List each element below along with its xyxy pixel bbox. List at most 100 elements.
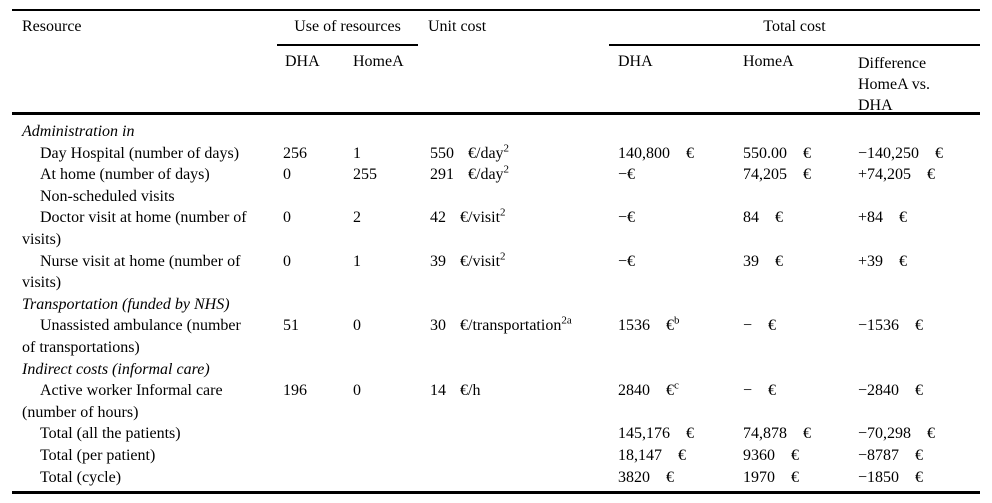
- use-homea-cell: 0: [353, 382, 361, 400]
- euro-symbol: €: [686, 144, 694, 162]
- section-label: Transportation (funded by NHS): [22, 295, 230, 313]
- resource-label: Non-scheduled visits: [40, 187, 175, 205]
- total-dha-cell: 145,176 €: [618, 423, 743, 445]
- total-homea-cell-value: 9360: [743, 446, 775, 464]
- euro-symbol: €: [768, 317, 777, 335]
- total-homea-cell-value: 39: [743, 252, 759, 270]
- total-dha-cell: −€: [618, 164, 743, 186]
- difference-cell-value: −8787: [858, 446, 900, 464]
- resource-label: Unassisted ambulance (number of transpor…: [22, 317, 241, 356]
- footnote-marker: 2: [503, 142, 510, 155]
- rule-table-bottom: [12, 491, 980, 494]
- unit-cost-value: 291: [430, 166, 454, 184]
- resource-label: Total (cycle): [40, 468, 122, 486]
- total-dha-cell-value: 1536: [618, 317, 650, 335]
- use-homea-cell: 1: [353, 144, 361, 162]
- total-dha-cell-value: −€: [618, 166, 636, 184]
- column-header-unit-cost: Unit cost: [428, 18, 487, 35]
- resource-label: Day Hospital (number of days): [40, 144, 240, 162]
- total-dha-cell: 2840 €c: [618, 380, 743, 402]
- total-dha-cell-value: 2840: [618, 382, 650, 400]
- euro-symbol: €: [915, 446, 924, 464]
- difference-cell-value: −1536: [858, 317, 900, 335]
- table-row: Day Hospital (number of days) 256 1 550 €/da…: [22, 143, 980, 165]
- euro-symbol: €: [803, 144, 811, 162]
- difference-cell: −140,250 €: [858, 143, 980, 165]
- total-dha-cell: 3820 €: [618, 467, 743, 489]
- unit-cost-cell: 291 €/day2: [430, 164, 618, 186]
- euro-symbol: €: [915, 317, 924, 335]
- resource-label: Active worker Informal care (number of h…: [22, 382, 223, 421]
- euro-symbol: €: [791, 446, 799, 464]
- total-dha-cell-value: 140,800: [618, 144, 670, 162]
- total-dha-cell: 18,147 €: [618, 445, 743, 467]
- total-homea-cell-value: 84: [743, 209, 759, 227]
- total-homea-cell: − €: [743, 315, 858, 337]
- unit-cost-cell: 42 €/visit2: [430, 207, 618, 229]
- euro-symbol: €: [899, 209, 908, 227]
- total-dha-cell-value: 3820: [618, 468, 650, 486]
- footnote-marker: 2: [500, 207, 506, 220]
- rule-under-use-of-resources: [277, 44, 418, 46]
- table-row: Doctor visit at home (number of visits) 0…: [22, 207, 980, 250]
- difference-cell-value: −2840: [858, 382, 900, 400]
- total-dha-cell: 1536 €b: [618, 315, 743, 337]
- difference-cell-value: −70,298: [858, 425, 912, 443]
- total-homea-cell: 74,205 €: [743, 164, 858, 186]
- euro-symbol: €c: [666, 379, 679, 400]
- total-homea-cell: 1970 €: [743, 467, 858, 489]
- use-dha-cell: 51: [283, 317, 299, 335]
- use-homea-cell: 0: [353, 317, 361, 335]
- total-homea-cell: 74,878 €: [743, 423, 858, 445]
- total-homea-cell: 84 €: [743, 207, 858, 229]
- use-homea-cell: 1: [353, 252, 361, 270]
- footnote-marker: b: [674, 315, 680, 328]
- difference-cell: −2840 €: [858, 380, 980, 402]
- resource-label: Total (all the patients): [40, 425, 181, 443]
- difference-cell: −1536 €: [858, 315, 980, 337]
- table-row: Total (all the patients) 145,176 €74,878 € −…: [22, 423, 980, 445]
- total-homea-cell-value: 550.00: [743, 144, 787, 162]
- total-dha-cell: −€: [618, 251, 743, 273]
- footnote-marker: c: [674, 379, 679, 392]
- column-group-total-cost: Total cost: [763, 18, 826, 35]
- resource-label: Doctor visit at home (number of visits): [22, 209, 247, 248]
- section-label: Indirect costs (informal care): [22, 360, 210, 378]
- rule-top: [12, 9, 980, 11]
- rule-under-total-cost: [609, 44, 980, 46]
- unit-cost-value: 14: [430, 382, 446, 400]
- total-homea-cell-value: 74,878: [743, 425, 787, 443]
- euro-symbol: €: [791, 468, 799, 486]
- difference-cell: −8787 €: [858, 445, 980, 467]
- use-dha-cell: 0: [283, 209, 291, 227]
- use-dha-cell: 0: [283, 252, 291, 270]
- euro-symbol: €: [899, 252, 908, 270]
- total-dha-cell-value: 145,176: [618, 425, 670, 443]
- total-homea-cell: 9360 €: [743, 445, 858, 467]
- euro-symbol: €: [935, 144, 944, 162]
- resource-label: Total (per patient): [40, 446, 156, 464]
- euro-symbol: €: [686, 425, 694, 443]
- euro-symbol: €: [803, 166, 811, 184]
- unit-cost-value: 30: [430, 317, 446, 335]
- total-homea-cell: 39 €: [743, 251, 858, 273]
- difference-cell: +74,205 €: [858, 164, 980, 186]
- euro-symbol: €: [915, 382, 924, 400]
- table-row: At home (number of days) 0 255 291 €/day2 −€ 7…: [22, 164, 980, 186]
- euro-symbol: €: [768, 382, 777, 400]
- unit-cost-unit: €/visit2: [460, 207, 506, 227]
- euro-symbol: €: [775, 209, 783, 227]
- table-row: Total (cycle) 3820 €1970 € −1850 €: [22, 467, 980, 489]
- rule-header-bottom: [12, 112, 980, 115]
- section-label: Administration in: [22, 123, 135, 140]
- unit-cost-unit: €/day2: [468, 163, 510, 184]
- difference-cell-value: +84: [858, 209, 884, 227]
- euro-symbol: €b: [666, 315, 680, 335]
- euro-symbol: €: [927, 166, 936, 184]
- column-group-use-of-resources: Use of resources: [294, 18, 401, 35]
- use-homea-cell: 255: [353, 166, 377, 184]
- euro-symbol: €: [915, 468, 924, 486]
- difference-cell: +39 €: [858, 251, 980, 273]
- total-homea-cell-value: −: [743, 317, 753, 335]
